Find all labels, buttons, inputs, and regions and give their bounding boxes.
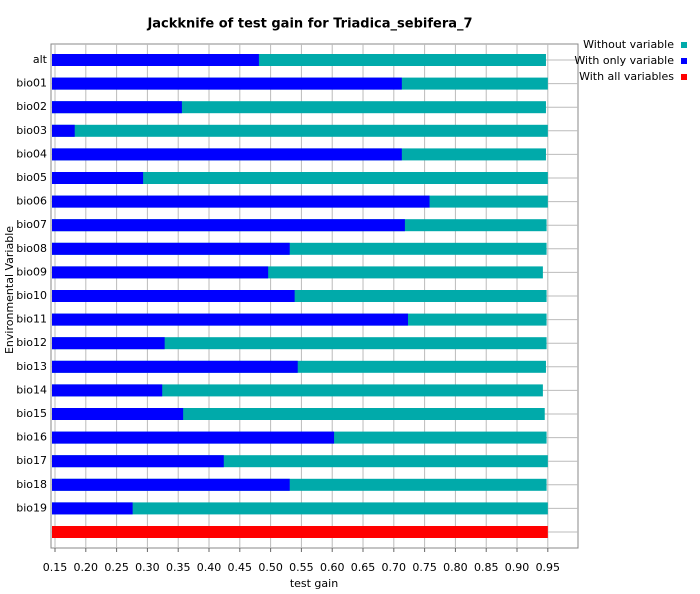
bar [52,54,259,66]
legend-swatch [681,74,687,80]
x-tick-label: 0.80 [443,561,468,574]
bar [52,502,133,515]
bar [52,337,547,350]
bar [52,408,184,420]
y-tick-label: bio12 [16,336,47,349]
bar [52,313,408,326]
legend-swatch [681,42,687,48]
x-tick-label: 0.35 [166,561,191,574]
y-tick-label: bio06 [16,195,47,208]
x-tick-label: 0.15 [43,561,68,574]
bar [52,195,430,208]
x-tick-label: 0.40 [197,561,222,574]
y-tick-label: bio16 [16,431,47,444]
y-tick-label: bio18 [16,478,47,491]
y-tick-label: bio15 [16,407,47,420]
x-tick-label: 0.90 [505,561,530,574]
x-tick-label: 0.50 [258,561,283,574]
bar [52,172,144,184]
bar [52,290,295,302]
legend-label: Without variable [583,38,674,51]
y-tick-label: bio05 [16,171,47,184]
x-tick-label: 0.65 [351,561,376,574]
bar [52,384,543,397]
y-tick-label: bio03 [16,124,47,137]
bar [52,502,548,515]
bar [52,478,290,491]
legend-swatch [681,58,687,64]
bar [52,455,224,468]
bar [52,172,548,184]
y-tick-label: alt [33,53,48,66]
y-tick-label: bio19 [16,501,47,514]
bar [52,124,75,137]
y-tick-label: bio17 [16,454,47,467]
chart-title: Jackknife of test gain for Triadica_sebi… [146,17,472,32]
x-tick-label: 0.70 [382,561,407,574]
y-tick-label: bio09 [16,265,47,278]
x-tick-label: 0.30 [135,561,160,574]
y-tick-label: bio01 [16,77,47,90]
y-tick-label: bio11 [16,313,47,326]
x-tick-label: 0.20 [74,561,99,574]
bar [52,101,182,114]
x-tick-label: 0.95 [536,561,561,574]
y-tick-label: bio14 [16,383,47,396]
bar [52,360,298,373]
bar [52,219,405,232]
bar [52,77,402,90]
x-tick-label: 0.75 [412,561,437,574]
bar [52,266,269,279]
y-axis-label: Environmental Variable [3,226,16,354]
x-axis-label: test gain [290,577,338,590]
bar [52,337,165,350]
y-tick-label: bio07 [16,218,47,231]
legend-label: With all variables [579,70,674,83]
bar [52,431,335,444]
y-tick-label: bio10 [16,289,47,302]
x-tick-label: 0.55 [289,561,314,574]
bar [52,384,163,397]
bar [52,124,548,137]
x-tick-label: 0.85 [474,561,499,574]
x-tick-label: 0.25 [104,561,129,574]
legend-label: With only variable [574,54,674,67]
x-tick-label: 0.60 [320,561,345,574]
y-tick-label: bio13 [16,360,47,373]
bar [52,242,290,255]
y-tick-label: bio02 [16,100,47,113]
bar [52,526,548,538]
y-tick-label: bio08 [16,242,47,255]
x-tick-label: 0.45 [228,561,253,574]
bar [52,148,402,161]
y-tick-label: bio04 [16,147,47,160]
